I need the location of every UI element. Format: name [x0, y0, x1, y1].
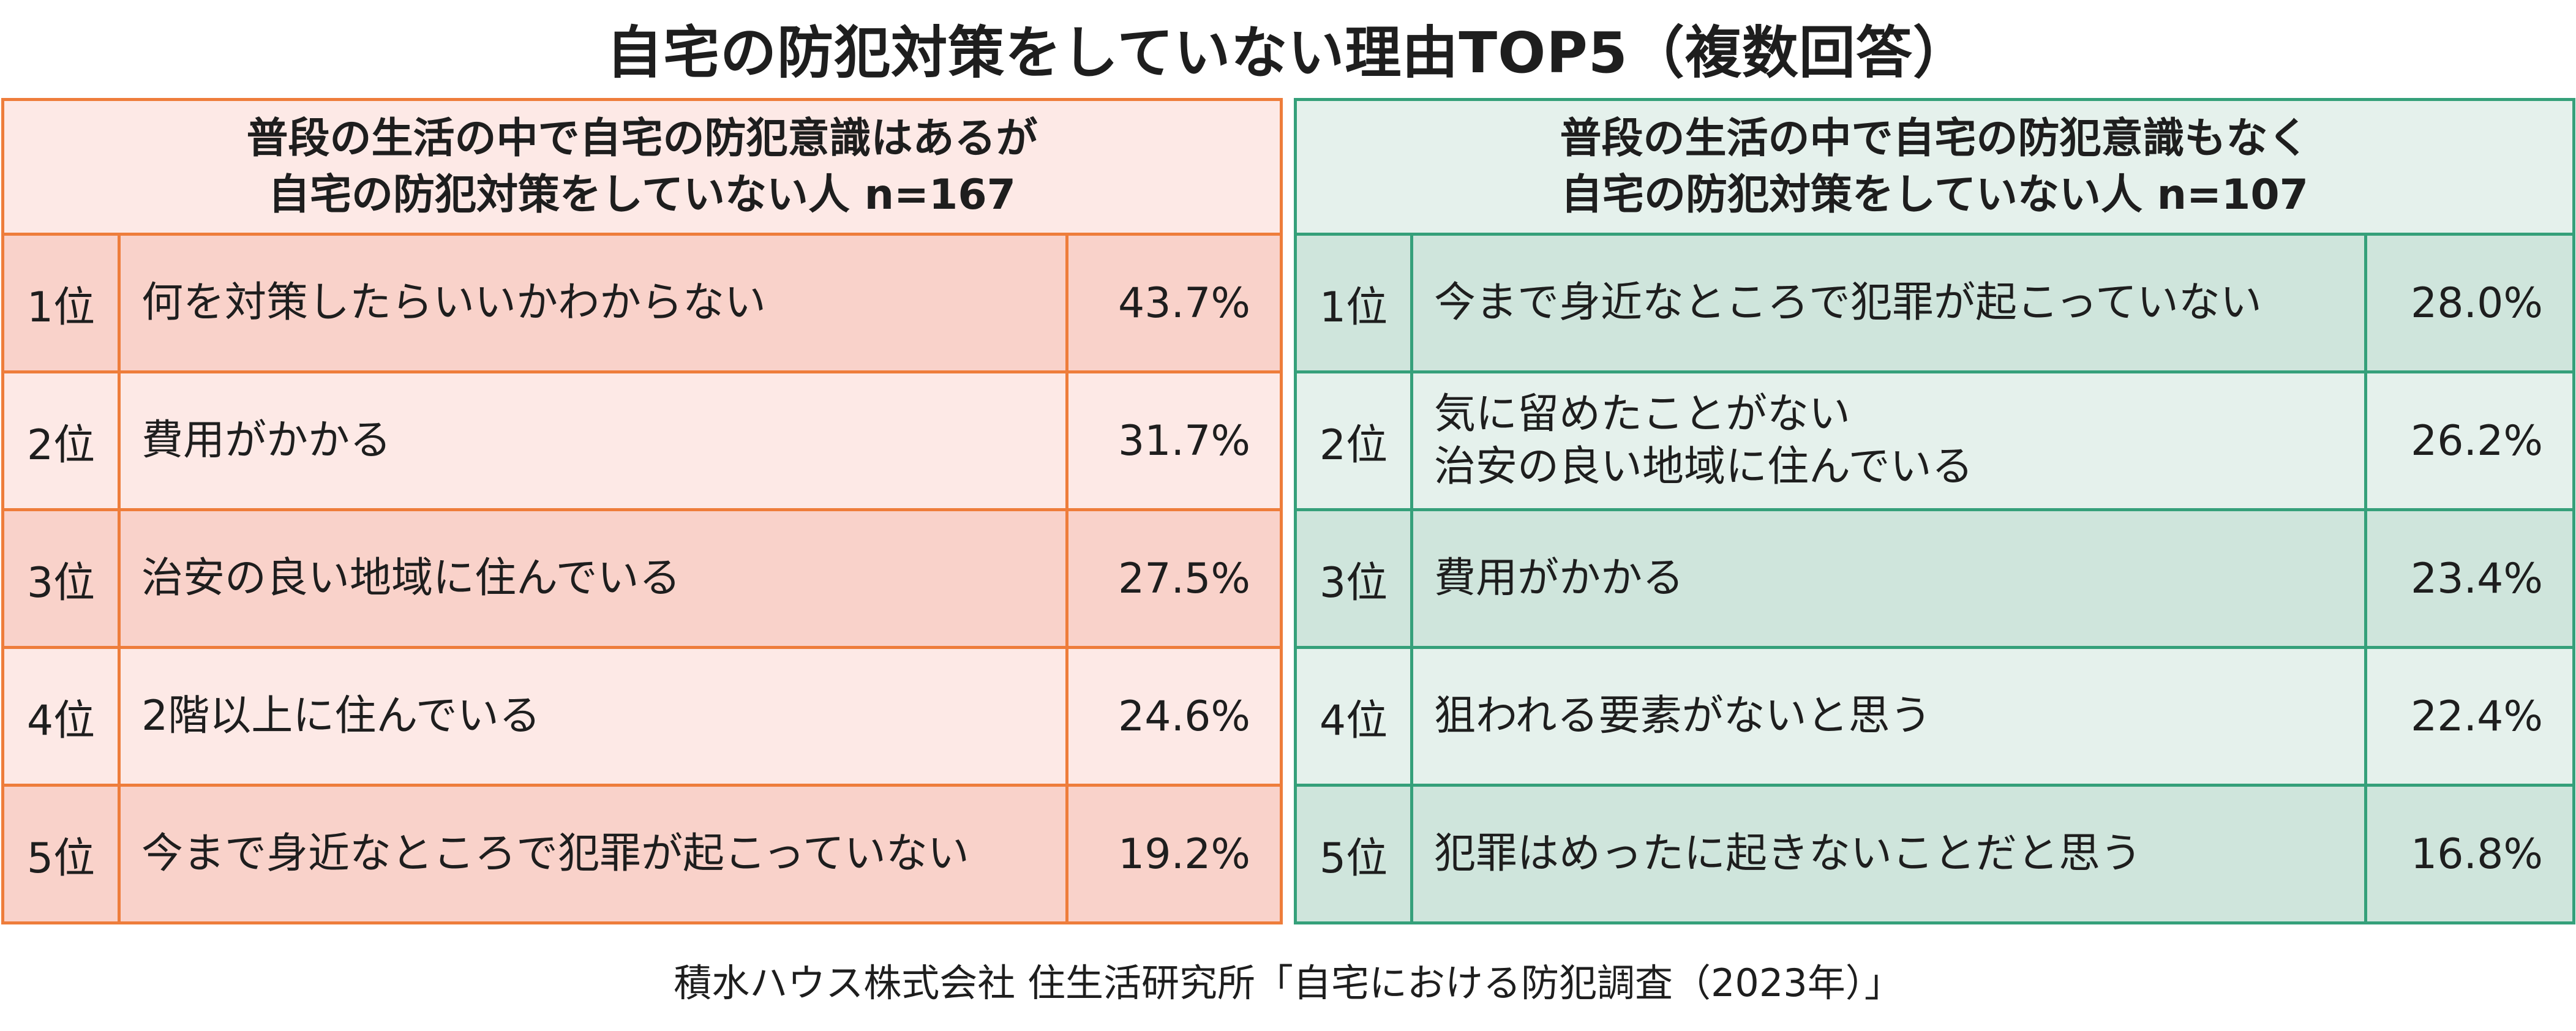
percentage-value: 27.5% — [1065, 511, 1280, 646]
rank-label: 3位 — [4, 511, 121, 646]
rank-label: 2位 — [1297, 373, 1413, 508]
rank-label: 5位 — [1297, 787, 1413, 921]
percentage-value: 22.4% — [2364, 649, 2572, 784]
reason-cell: 何を対策したらいいかわからない — [121, 236, 1065, 370]
reason-text: 費用がかかる — [141, 416, 392, 465]
left-table-row: 3位 治安の良い地域に住んでいる 27.5% — [4, 508, 1280, 646]
reason-text: 治安の良い地域に住んでいる — [141, 554, 681, 602]
left-table-header: 普段の生活の中で自宅の防犯意識はあるが 自宅の防犯対策をしていない人 n=167 — [4, 101, 1280, 236]
right-table-row: 2位 気に留めたことがない 治安の良い地域に住んでいる 26.2% — [1297, 370, 2572, 508]
reason-cell: 今まで身近なところで犯罪が起こっていない — [1413, 236, 2364, 370]
left-header-line-1: 普段の生活の中で自宅の防犯意識はあるが — [246, 114, 1038, 163]
rank-label: 1位 — [1297, 236, 1413, 370]
right-table-row: 3位 費用がかかる 23.4% — [1297, 508, 2572, 646]
reason-text: 今まで身近なところで犯罪が起こっていない — [1434, 279, 2262, 327]
reason-cell: 費用がかかる — [1413, 511, 2364, 646]
rank-label: 3位 — [1297, 511, 1413, 646]
percentage-value: 43.7% — [1065, 236, 1280, 370]
right-header-line-2: 自宅の防犯対策をしていない人 n=107 — [1561, 170, 2308, 219]
chart-title: 自宅の防犯対策をしていない理由TOP5（複数回答） — [606, 20, 1970, 86]
reason-text: 犯罪はめったに起きないことだと思う — [1434, 830, 2142, 878]
percentage-value: 26.2% — [2364, 373, 2572, 508]
reason-text: 2階以上に住んでいる — [141, 692, 541, 740]
reason-text: 狙われる要素がないと思う — [1434, 692, 1932, 740]
percentage-value: 28.0% — [2364, 236, 2572, 370]
right-table-header: 普段の生活の中で自宅の防犯意識もなく 自宅の防犯対策をしていない人 n=107 — [1297, 101, 2572, 236]
left-table-rows: 1位 何を対策したらいいかわからない 43.7% 2位 費用がかかる 31.7% 3位 治安の… — [4, 236, 1280, 921]
rank-label: 4位 — [1297, 649, 1413, 784]
left-table-row: 5位 今まで身近なところで犯罪が起こっていない 19.2% — [4, 784, 1280, 921]
percentage-value: 31.7% — [1065, 373, 1280, 508]
reason-cell: 費用がかかる — [121, 373, 1065, 508]
reason-cell: 今まで身近なところで犯罪が起こっていない — [121, 787, 1065, 921]
reason-text: 今まで身近なところで犯罪が起こっていない — [141, 830, 969, 878]
right-table-row: 1位 今まで身近なところで犯罪が起こっていない 28.0% — [1297, 236, 2572, 370]
reason-cell: 気に留めたことがない治安の良い地域に住んでいる — [1413, 373, 2364, 508]
source-note: 積水ハウス株式会社 住生活研究所「自宅における防犯調査（2023年）」 — [674, 961, 1902, 1005]
percentage-value: 19.2% — [1065, 787, 1280, 921]
reason-cell: 狙われる要素がないと思う — [1413, 649, 2364, 784]
reason-text: 費用がかかる — [1434, 554, 1684, 602]
rank-label: 4位 — [4, 649, 121, 784]
reason-text: 気に留めたことがない — [1434, 390, 1851, 438]
percentage-value: 23.4% — [2364, 511, 2572, 646]
percentage-value: 24.6% — [1065, 649, 1280, 784]
right-table-rows: 1位 今まで身近なところで犯罪が起こっていない 28.0% 2位 気に留めたことがない治… — [1297, 236, 2572, 921]
reason-text: 治安の良い地域に住んでいる — [1434, 443, 1973, 491]
percentage-value: 16.8% — [2364, 787, 2572, 921]
reason-cell: 2階以上に住んでいる — [121, 649, 1065, 784]
rank-label: 2位 — [4, 373, 121, 508]
reason-text: 何を対策したらいいかわからない — [141, 279, 767, 327]
right-table-row: 4位 狙われる要素がないと思う 22.4% — [1297, 646, 2572, 784]
rank-label: 1位 — [4, 236, 121, 370]
reason-cell: 治安の良い地域に住んでいる — [121, 511, 1065, 646]
left-table-row: 1位 何を対策したらいいかわからない 43.7% — [4, 236, 1280, 370]
reason-cell: 犯罪はめったに起きないことだと思う — [1413, 787, 2364, 921]
right-table-panel: 普段の生活の中で自宅の防犯意識もなく 自宅の防犯対策をしていない人 n=107 … — [1294, 98, 2575, 924]
left-header-line-2: 自宅の防犯対策をしていない人 n=167 — [268, 170, 1016, 219]
left-table-row: 2位 費用がかかる 31.7% — [4, 370, 1280, 508]
left-table-panel: 普段の生活の中で自宅の防犯意識はあるが 自宅の防犯対策をしていない人 n=167… — [1, 98, 1283, 924]
right-table-row: 5位 犯罪はめったに起きないことだと思う 16.8% — [1297, 784, 2572, 921]
rank-label: 5位 — [4, 787, 121, 921]
right-header-line-1: 普段の生活の中で自宅の防犯意識もなく — [1560, 114, 2310, 163]
left-table-row: 4位 2階以上に住んでいる 24.6% — [4, 646, 1280, 784]
